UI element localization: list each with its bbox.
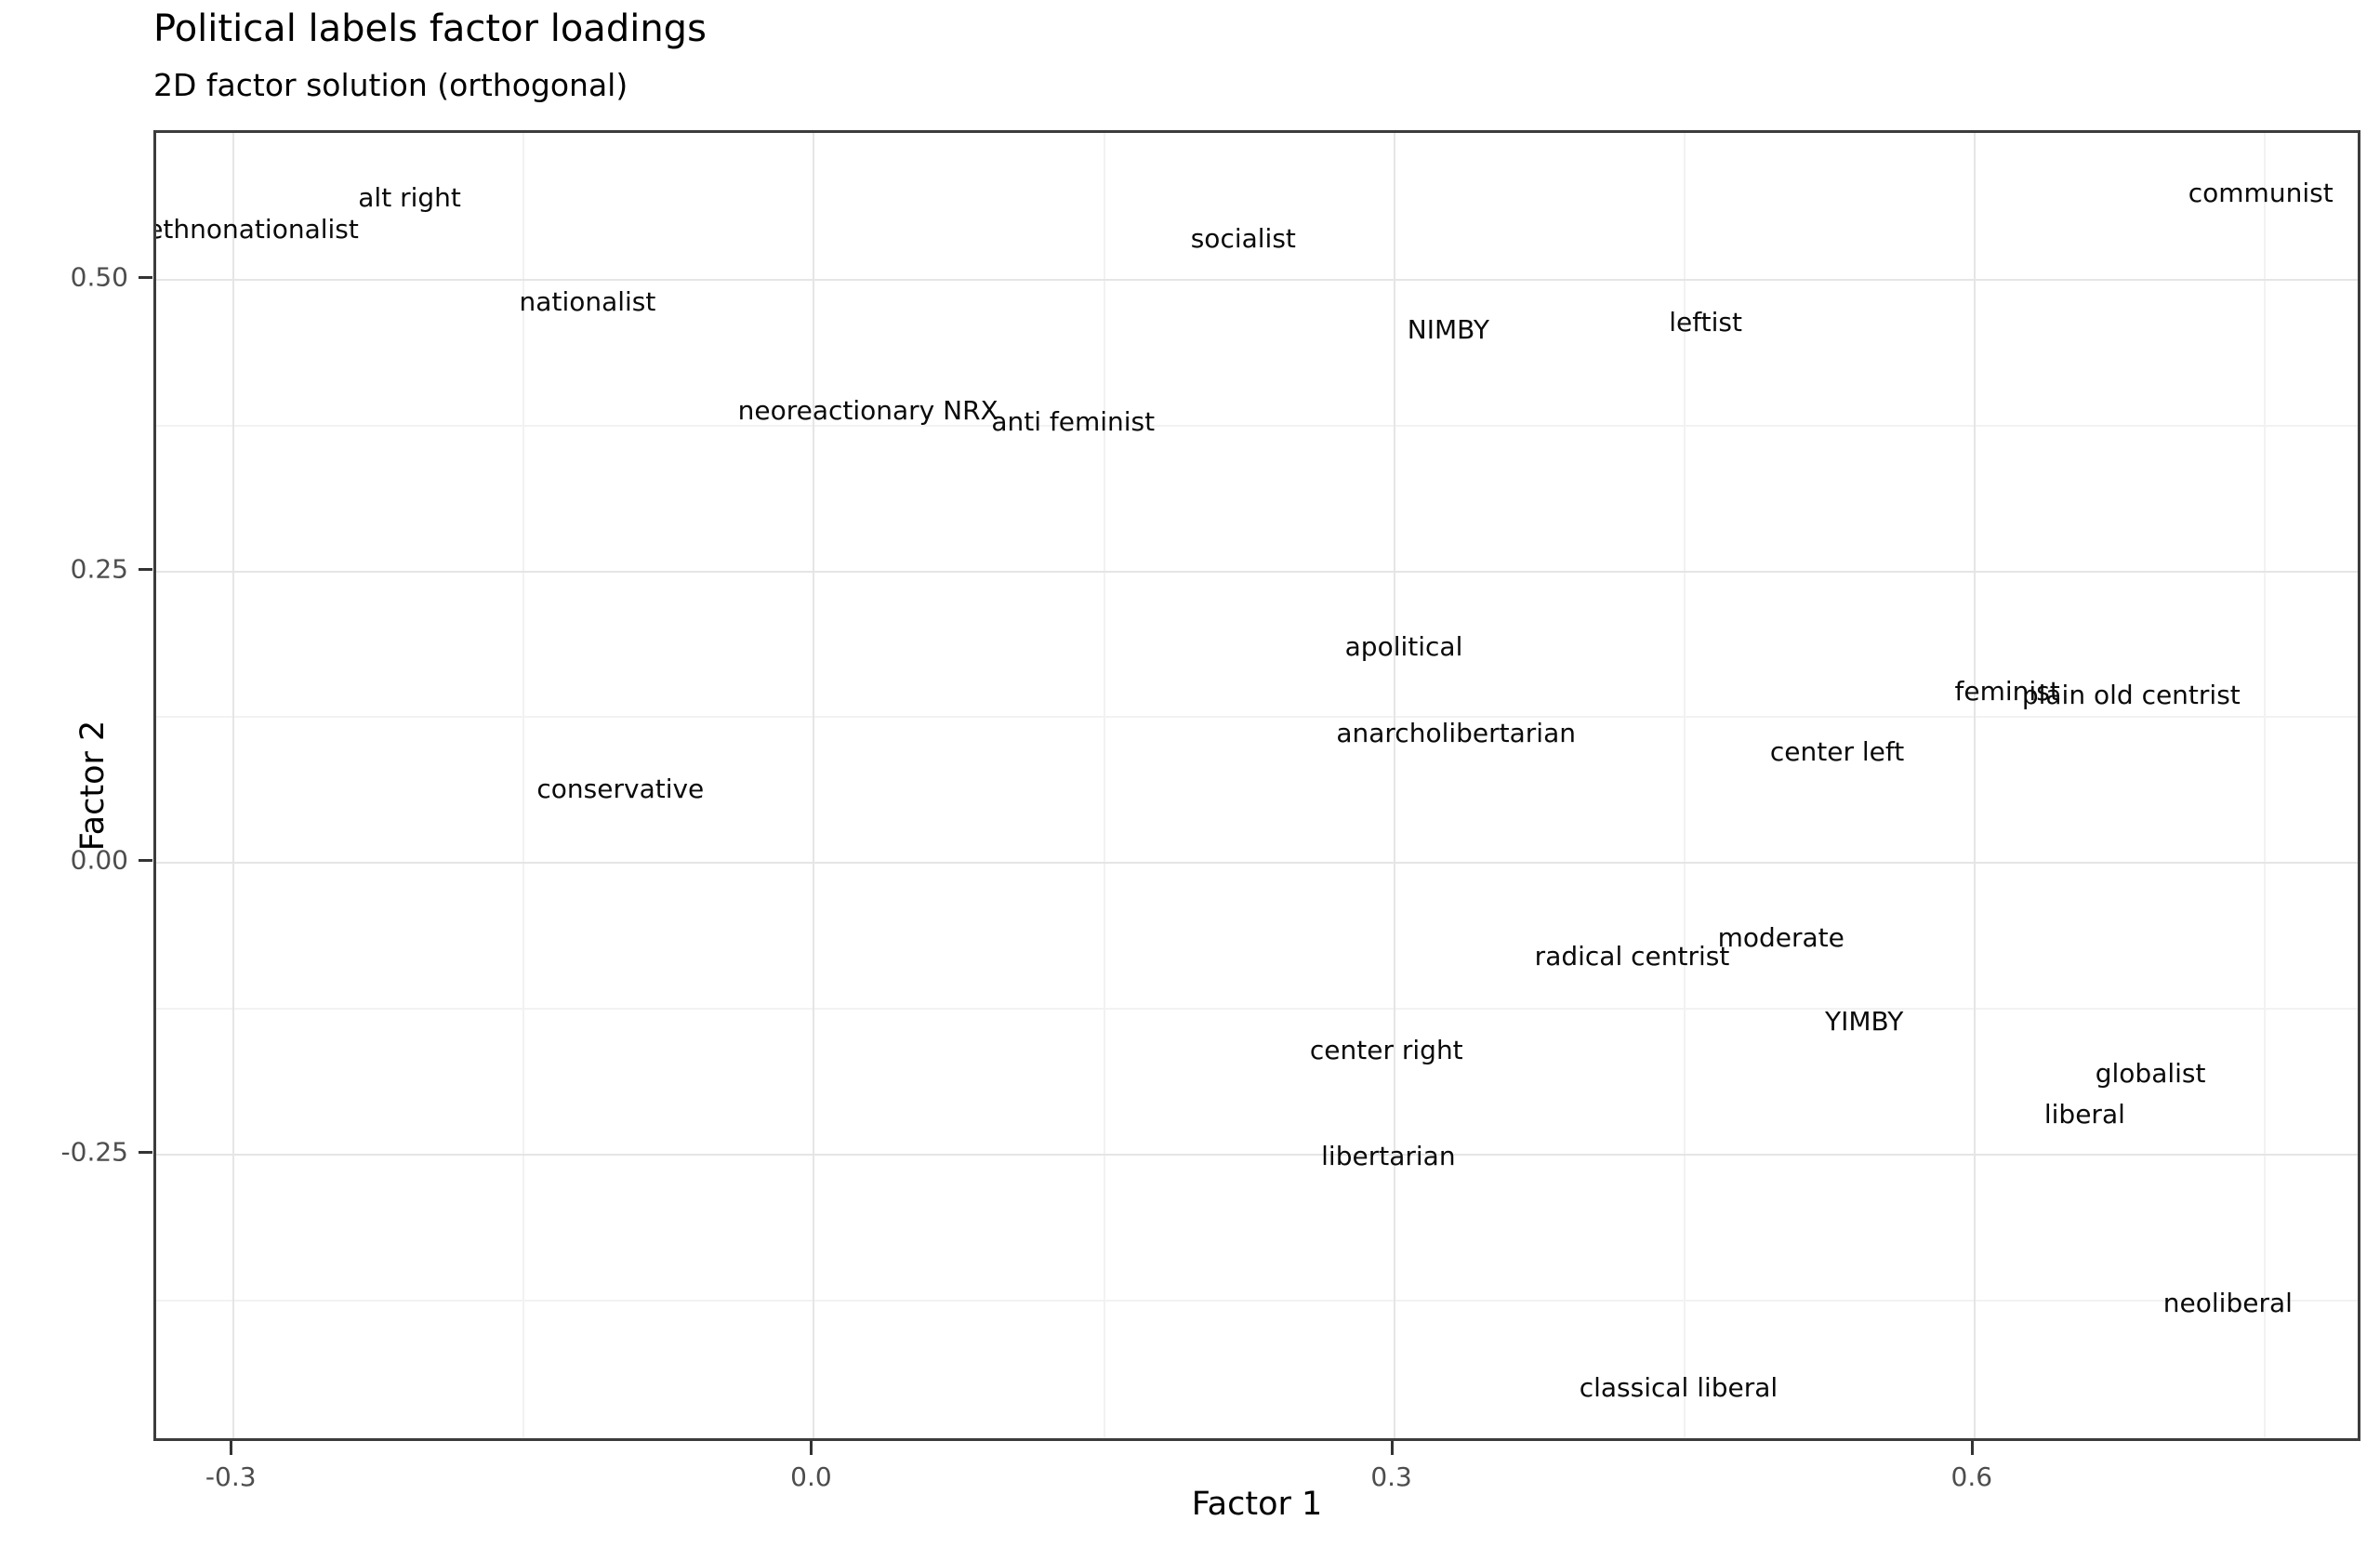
x-tick-label: 0.6: [1950, 1461, 1993, 1492]
x-tick: [1390, 1441, 1394, 1455]
x-tick-label: 0.0: [790, 1461, 832, 1492]
x-minor-gridline: [1683, 133, 1686, 1438]
x-minor-gridline: [2263, 133, 2266, 1438]
point-label: apolitical: [1344, 631, 1463, 663]
plot-title: Political labels factor loadings: [153, 7, 707, 50]
y-major-gridline: [156, 1153, 2358, 1156]
x-axis-title: Factor 1: [1191, 1486, 1323, 1523]
point-label: neoreactionary NRX: [737, 394, 998, 426]
y-tick: [139, 859, 152, 863]
point-label: moderate: [1717, 921, 1844, 953]
plot-subtitle: 2D factor solution (orthogonal): [153, 67, 628, 103]
x-major-gridline: [1393, 133, 1395, 1438]
point-label: center right: [1309, 1035, 1463, 1066]
point-label: liberal: [2043, 1099, 2125, 1130]
y-minor-gridline: [156, 424, 2358, 427]
y-tick-label: 0.25: [70, 553, 128, 585]
y-major-gridline: [156, 570, 2358, 573]
point-label: leftist: [1669, 307, 1742, 338]
y-tick-label: 0.50: [70, 261, 128, 293]
x-tick: [230, 1441, 233, 1455]
point-label: radical centrist: [1534, 940, 1730, 972]
point-label: communist: [2188, 178, 2334, 209]
point-label: socialist: [1190, 223, 1296, 255]
point-label: libertarian: [1321, 1141, 1456, 1172]
y-minor-gridline: [156, 1008, 2358, 1011]
point-label: YIMBY: [1825, 1005, 1904, 1037]
y-minor-gridline: [156, 716, 2358, 719]
y-minor-gridline: [156, 1299, 2358, 1302]
point-label: feminist: [1954, 675, 2060, 707]
point-label: neoliberal: [2162, 1288, 2293, 1319]
x-tick-label: 0.3: [1370, 1461, 1412, 1492]
x-tick-label: -0.3: [205, 1461, 257, 1492]
x-major-gridline: [232, 133, 235, 1438]
x-major-gridline: [1973, 133, 1976, 1438]
y-tick: [139, 1150, 152, 1154]
point-label: plain old centrist: [2021, 679, 2241, 710]
point-label: ethnonationalist: [153, 214, 359, 245]
plot-panel: ethnonationalist alt right nationalist soci…: [153, 130, 2360, 1441]
x-tick: [810, 1441, 813, 1455]
point-label: anti feminist: [991, 406, 1156, 438]
point-label: center left: [1769, 736, 1905, 768]
point-label: nationalist: [519, 285, 656, 317]
y-major-gridline: [156, 279, 2358, 282]
point-label: alt right: [358, 182, 461, 214]
point-label: NIMBY: [1407, 314, 1489, 345]
point-label: globalist: [2095, 1058, 2206, 1090]
x-minor-gridline: [522, 133, 525, 1438]
y-tick-label: 0.00: [70, 844, 128, 876]
y-axis-title: Factor 2: [74, 720, 112, 852]
point-label: anarcholibertarian: [1336, 718, 1576, 749]
y-tick-label: -0.25: [60, 1136, 128, 1168]
y-major-gridline: [156, 862, 2358, 865]
y-tick: [139, 276, 152, 280]
y-tick: [139, 567, 152, 571]
x-major-gridline: [813, 133, 815, 1438]
x-minor-gridline: [1103, 133, 1105, 1438]
x-tick: [1970, 1441, 1974, 1455]
point-label: classical liberal: [1579, 1371, 1778, 1403]
point-label: conservative: [536, 774, 705, 805]
